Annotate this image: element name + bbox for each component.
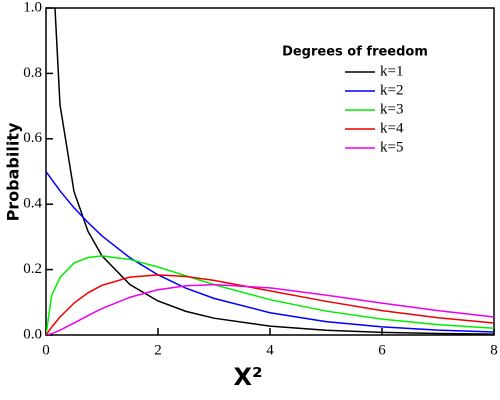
series-line — [46, 274, 494, 335]
legend-label: k=1 — [380, 63, 403, 79]
legend-label: k=4 — [380, 120, 404, 136]
x-tick-label: 0 — [42, 342, 50, 358]
legend-label: k=2 — [380, 82, 403, 98]
x-axis-label: X² — [233, 363, 262, 391]
series-line — [46, 283, 494, 335]
legend-label: k=5 — [380, 139, 403, 155]
y-axis-label: Probability — [4, 122, 23, 221]
legend-label: k=3 — [380, 101, 403, 117]
series-line — [46, 171, 494, 333]
x-tick-label: 8 — [490, 342, 498, 358]
y-tick-label: 0.0 — [23, 326, 42, 342]
x-tick-label: 6 — [378, 342, 386, 358]
legend-title: Degrees of freedom — [282, 45, 428, 60]
y-tick-label: 1.0 — [23, 0, 42, 15]
series-line — [54, 8, 494, 335]
y-tick-label: 0.2 — [23, 261, 42, 277]
x-tick-label: 4 — [266, 342, 274, 358]
y-tick-label: 0.4 — [23, 196, 42, 212]
y-tick-label: 0.6 — [23, 130, 42, 146]
x-tick-label: 2 — [154, 342, 162, 358]
series-line — [46, 255, 494, 335]
y-tick-label: 0.8 — [23, 65, 42, 81]
